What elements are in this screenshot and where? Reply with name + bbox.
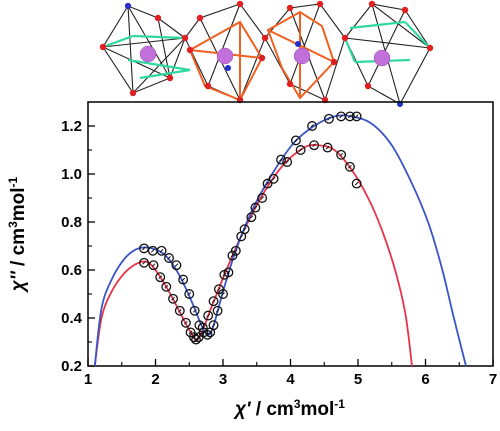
data-point <box>139 243 149 254</box>
data-point <box>208 296 219 307</box>
y-tick-label: 0.6 <box>61 262 82 279</box>
y-axis-unit-2-exponent: -1 <box>6 176 20 187</box>
data-point <box>193 332 204 343</box>
x-tick-label: 3 <box>219 371 227 388</box>
data-point <box>218 289 228 299</box>
y-tick-label: 0.8 <box>61 214 82 231</box>
data-point <box>180 317 191 328</box>
data-point <box>239 224 250 235</box>
data-markers <box>139 111 362 345</box>
data-point <box>184 289 195 299</box>
x-axis-symbol: χ' <box>233 399 252 420</box>
y-axis-title: χ'' / cm3mol-1 <box>6 176 29 293</box>
y-tick-label: 1.0 <box>61 166 82 183</box>
fit-curve-1 <box>93 144 413 367</box>
data-point <box>250 202 261 213</box>
data-point <box>155 272 166 283</box>
y-tick-label: 1.2 <box>61 118 82 135</box>
data-point <box>336 149 347 160</box>
data-point <box>212 305 223 316</box>
data-point <box>257 193 268 203</box>
data-point <box>276 154 287 165</box>
data-point <box>194 320 205 331</box>
x-axis-unit-2-exponent: -1 <box>334 397 345 411</box>
data-point <box>282 157 293 167</box>
data-point <box>156 245 167 256</box>
y-axis-unit-2: mol <box>8 187 29 221</box>
y-axis-unit-exponent: 3 <box>6 221 20 228</box>
axis-ticks <box>87 125 494 367</box>
data-point <box>268 173 279 184</box>
data-point <box>174 305 185 316</box>
data-point <box>290 135 301 146</box>
y-tick-label: 0.2 <box>61 358 82 375</box>
x-tick-label: 4 <box>286 371 295 388</box>
x-tick-label: 5 <box>354 371 362 388</box>
data-point <box>191 334 201 345</box>
data-point <box>324 113 334 124</box>
data-point <box>351 111 362 122</box>
data-point <box>203 310 214 321</box>
y-axis-symbol: χ'' <box>8 270 29 293</box>
crystal-structure-icon <box>99 0 434 107</box>
data-point <box>230 245 241 256</box>
x-axis-title: χ' / cm3mol-1 <box>233 397 345 420</box>
data-point <box>178 274 189 285</box>
data-point <box>223 267 234 278</box>
x-axis-unit-2: mol <box>301 399 335 420</box>
data-point <box>295 145 306 155</box>
y-tick-labels: 0.2 0.4 0.6 0.8 1.0 1.2 <box>61 118 83 375</box>
data-point <box>171 260 182 271</box>
data-point <box>208 320 219 331</box>
data-point <box>307 121 318 131</box>
data-point <box>246 212 257 223</box>
x-axis-unit-exponent: 3 <box>294 397 301 411</box>
data-point <box>322 142 333 153</box>
data-point <box>262 178 273 189</box>
x-axis-unit: / cm <box>251 399 294 420</box>
data-point <box>351 178 362 189</box>
data-point <box>202 329 213 340</box>
y-tick-label: 0.4 <box>61 310 83 327</box>
y-axis-unit: / cm <box>8 228 29 271</box>
data-point <box>189 305 200 316</box>
data-point <box>139 257 149 268</box>
x-tick-label: 2 <box>151 371 159 388</box>
data-point <box>168 293 179 304</box>
data-point <box>344 111 355 122</box>
data-point <box>148 260 159 271</box>
x-tick-label: 1 <box>84 371 92 388</box>
data-point <box>161 281 172 292</box>
data-point <box>344 161 355 172</box>
fit-curve-2 <box>93 114 467 367</box>
x-tick-label: 7 <box>489 371 497 388</box>
x-tick-labels: 1 2 3 4 5 6 7 <box>84 371 497 388</box>
data-point <box>164 253 174 263</box>
fit-curves <box>93 114 467 367</box>
data-point <box>309 140 320 151</box>
x-tick-label: 6 <box>421 371 429 388</box>
